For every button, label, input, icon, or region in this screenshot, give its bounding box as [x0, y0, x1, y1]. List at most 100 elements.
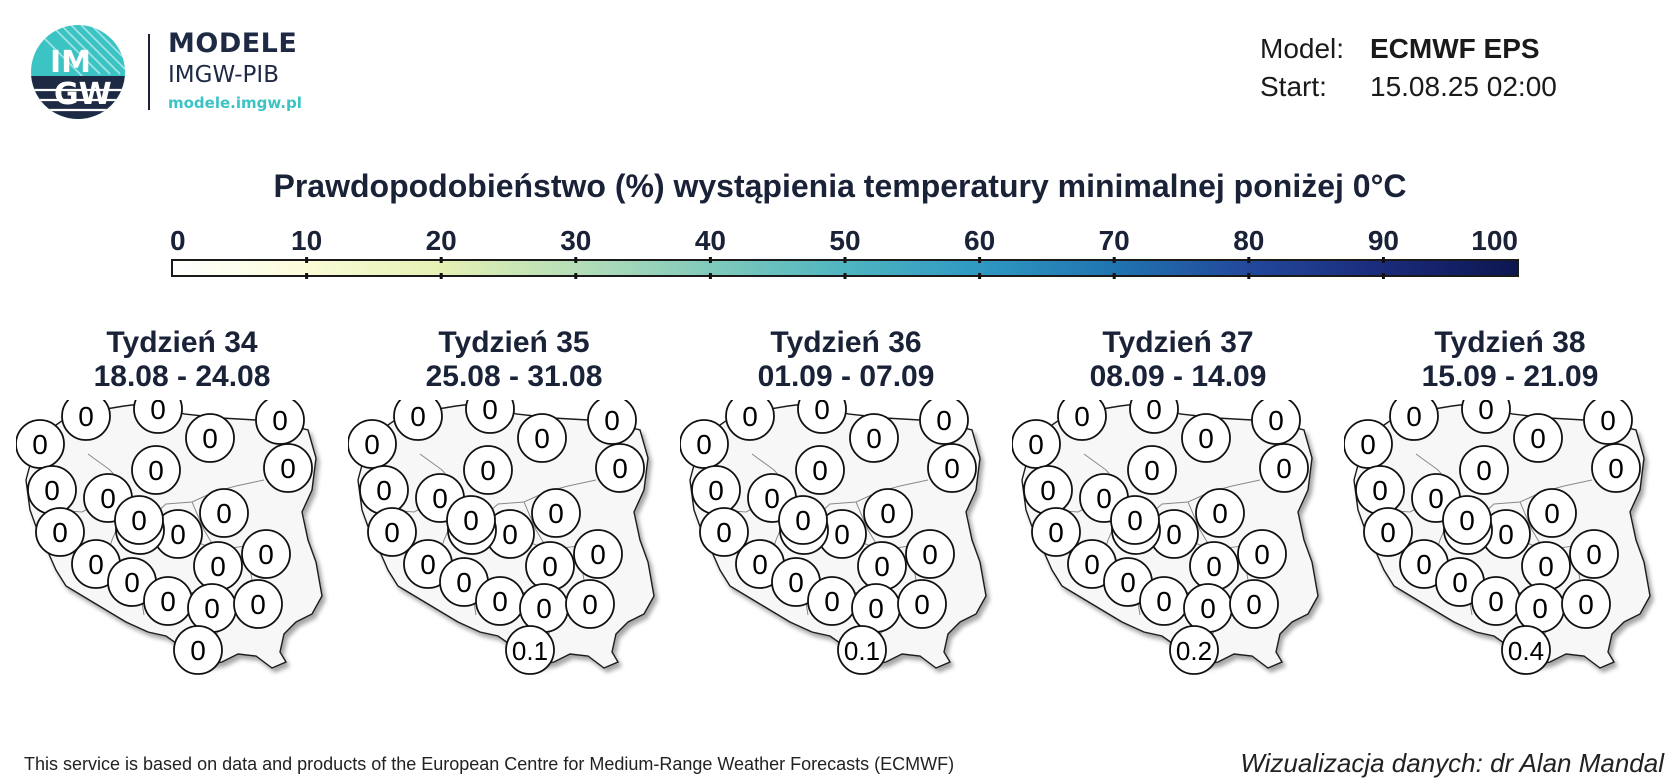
imgw-logo: IM GW MODELE IMGW-PIB modele.imgw.pl — [30, 24, 330, 124]
station-value: 0 — [868, 593, 884, 624]
station-marker: 0 — [1195, 488, 1245, 538]
model-value: ECMWF EPS — [1370, 33, 1540, 64]
station-value: 0 — [1268, 405, 1284, 436]
station-marker: 0 — [531, 488, 581, 538]
station-marker: 0 — [143, 576, 193, 626]
station-value: 0 — [1372, 475, 1388, 506]
station-circle — [1527, 488, 1577, 538]
station-value: 0.1 — [512, 636, 548, 666]
station-circle — [778, 495, 828, 545]
station-value: 0 — [480, 455, 496, 486]
station-marker: 0 — [1442, 495, 1492, 545]
station-marker: 0 — [255, 400, 305, 445]
station-value: 0 — [1544, 498, 1560, 529]
station-value: 0 — [1040, 475, 1056, 506]
station-marker: 0 — [919, 400, 969, 445]
station-circle — [725, 400, 775, 441]
station-value: 0 — [1608, 453, 1624, 484]
station-marker: 0.2 — [1169, 625, 1219, 675]
station-value: 0 — [160, 586, 176, 617]
station-circle — [565, 579, 615, 629]
station-circle — [1237, 529, 1287, 579]
station-value: 0 — [432, 483, 448, 514]
station-marker: 0 — [1139, 576, 1189, 626]
station-marker: 0 — [16, 419, 65, 469]
station-value: 0 — [604, 405, 620, 436]
station-value: 0.2 — [1176, 636, 1212, 666]
station-circle — [1110, 495, 1160, 545]
station-value: 0 — [1254, 539, 1270, 570]
station-circle — [1251, 400, 1301, 445]
colorbar-tick-label: 0 — [170, 225, 186, 256]
station-circle — [837, 625, 887, 675]
station-circle — [185, 413, 235, 463]
logo-title: MODELE — [168, 28, 298, 59]
station-value: 0 — [534, 423, 550, 454]
station-value: 0 — [1028, 429, 1044, 460]
station-marker: 0 — [1527, 488, 1577, 538]
poland-map: 0000000000000000000000.1 — [680, 400, 987, 675]
station-value: 0 — [148, 455, 164, 486]
station-value: 0 — [880, 498, 896, 529]
visualization-credit: Wizualizacja danych: dr Alan Mandal — [1240, 748, 1664, 778]
week-number: Tydzień 38 — [1434, 326, 1586, 359]
week-title: Tydzień 38 15.09 - 21.09 — [1344, 326, 1676, 394]
station-marker: 0 — [61, 400, 111, 441]
station-value: 0.4 — [1508, 636, 1544, 666]
station-marker: 0 — [817, 509, 867, 559]
model-row: Model: ECMWF EPS — [1260, 30, 1557, 68]
station-circle — [699, 507, 749, 557]
week-title: Tydzień 36 01.09 - 07.09 — [680, 326, 1012, 394]
station-marker: 0 — [725, 400, 775, 441]
station-marker: 0 — [1103, 557, 1153, 607]
colorbar-tick-label: 60 — [964, 225, 995, 256]
station-value: 0 — [258, 539, 274, 570]
station-value: 0 — [914, 589, 930, 620]
station-marker: 0 — [35, 507, 85, 557]
station-value: 0 — [874, 551, 890, 582]
station-marker: 0 — [1515, 583, 1565, 633]
station-marker: 0 — [1513, 413, 1563, 463]
station-marker: 0 — [1229, 579, 1279, 629]
station-marker: 0 — [795, 445, 845, 495]
station-value: 0 — [410, 401, 426, 432]
station-circle — [573, 529, 623, 579]
station-value: 0 — [795, 505, 811, 536]
start-row: Start: 15.08.25 02:00 — [1260, 68, 1557, 106]
station-circle — [1344, 419, 1393, 469]
station-value: 0 — [170, 519, 186, 550]
station-circle — [1561, 579, 1611, 629]
station-marker: 0 — [485, 509, 535, 559]
station-value: 0 — [190, 635, 206, 666]
station-value: 0 — [1200, 593, 1216, 624]
station-value: 0 — [1498, 519, 1514, 550]
station-circle — [1459, 445, 1509, 495]
station-value: 0 — [204, 593, 220, 624]
station-circle — [927, 443, 977, 493]
station-value: 0 — [1416, 549, 1432, 580]
station-marker: 0 — [691, 465, 741, 515]
station-marker: 0 — [1057, 400, 1107, 441]
station-value: 0 — [1084, 549, 1100, 580]
station-value: 0 — [88, 549, 104, 580]
station-circle — [1461, 400, 1511, 434]
colorbar-tick-label: 80 — [1233, 225, 1264, 256]
station-value: 0 — [32, 429, 48, 460]
colorbar-tick-label: 100 — [1471, 225, 1518, 256]
station-marker: 0 — [153, 509, 203, 559]
station-value: 0 — [1166, 519, 1182, 550]
page-title: Prawdopodobieństwo (%) wystąpienia tempe… — [273, 168, 1407, 204]
station-value: 0 — [124, 567, 140, 598]
station-marker: 0.1 — [505, 625, 555, 675]
station-marker: 0 — [1031, 507, 1081, 557]
station-marker: 0 — [1521, 541, 1571, 591]
station-marker: 0 — [778, 495, 828, 545]
station-marker: 0 — [446, 495, 496, 545]
station-marker: 0 — [1459, 445, 1509, 495]
station-value: 0 — [420, 549, 436, 580]
station-circle — [465, 400, 515, 434]
station-marker: 0 — [1110, 495, 1160, 545]
station-circle — [1442, 495, 1492, 545]
station-marker: 0 — [1127, 445, 1177, 495]
